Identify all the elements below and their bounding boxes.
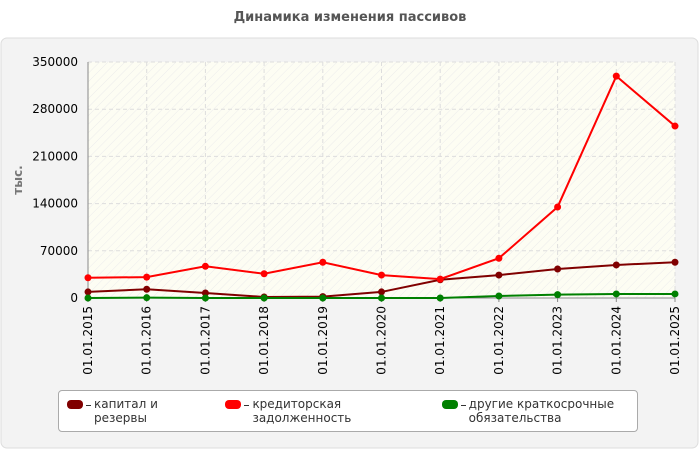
x-tick-label: 01.01.2021: [433, 306, 447, 375]
legend-item: кредиторская задолженность: [225, 397, 427, 425]
legend: капитал и резервы кредиторская задолженно…: [58, 390, 638, 432]
data-point: [612, 261, 620, 269]
data-point: [378, 288, 385, 296]
data-point: [378, 294, 385, 302]
data-point: [143, 285, 151, 293]
x-tick-label: 01.01.2023: [551, 306, 565, 375]
data-point: [554, 291, 562, 299]
data-point: [495, 254, 503, 262]
legend-dash: [244, 405, 250, 406]
y-tick-label: 0: [70, 291, 78, 305]
x-tick-label: 01.01.2022: [492, 306, 506, 375]
data-point: [671, 290, 679, 298]
y-tick-label: 140000: [32, 197, 78, 211]
data-point: [554, 203, 562, 211]
data-point: [671, 258, 679, 266]
y-axis-label: тыс.: [11, 165, 25, 194]
legend-swatch: [441, 400, 458, 409]
data-point: [84, 288, 92, 296]
data-point: [671, 122, 679, 130]
data-point: [260, 294, 268, 302]
legend-swatch: [67, 400, 83, 409]
data-point: [201, 262, 209, 270]
legend-swatch: [225, 400, 242, 409]
legend-label: кредиторская задолженность: [252, 397, 352, 425]
data-point: [495, 292, 503, 300]
data-point: [143, 273, 151, 281]
data-point: [201, 294, 209, 302]
data-point: [436, 275, 444, 283]
legend-label: другие краткосрочные обязательства: [468, 397, 615, 425]
chart-title: Динамика изменения пассивов: [234, 10, 467, 25]
legend-item: другие краткосрочные обязательства: [441, 397, 615, 425]
x-tick-label: 01.01.2018: [257, 306, 271, 375]
data-point: [554, 265, 562, 273]
data-point: [84, 274, 92, 282]
x-tick-label: 01.01.2020: [375, 306, 389, 375]
x-tick-label: 01.01.2015: [81, 306, 95, 375]
data-point: [612, 290, 620, 298]
data-point: [378, 271, 385, 279]
data-point: [143, 294, 151, 302]
legend-dash: [460, 405, 466, 406]
data-point: [612, 72, 620, 80]
x-tick-label: 01.01.2024: [609, 306, 623, 375]
data-point: [201, 289, 209, 297]
x-tick-label: 01.01.2016: [140, 306, 154, 375]
y-tick-label: 280000: [32, 102, 78, 116]
y-tick-label: 210000: [32, 149, 78, 163]
y-tick-label: 350000: [32, 55, 78, 69]
legend-item: капитал и резервы: [67, 397, 211, 425]
x-tick-label: 01.01.2017: [198, 306, 212, 375]
x-tick-label: 01.01.2019: [316, 306, 330, 375]
data-point: [319, 294, 327, 302]
x-tick-label: 01.01.2025: [668, 306, 682, 375]
data-point: [319, 258, 327, 266]
legend-label: капитал и резервы: [94, 397, 158, 425]
legend-dash: [86, 405, 91, 406]
data-point: [495, 271, 503, 279]
y-tick-label: 70000: [40, 244, 78, 258]
data-point: [260, 270, 268, 278]
data-point: [436, 294, 444, 302]
data-point: [84, 294, 92, 302]
